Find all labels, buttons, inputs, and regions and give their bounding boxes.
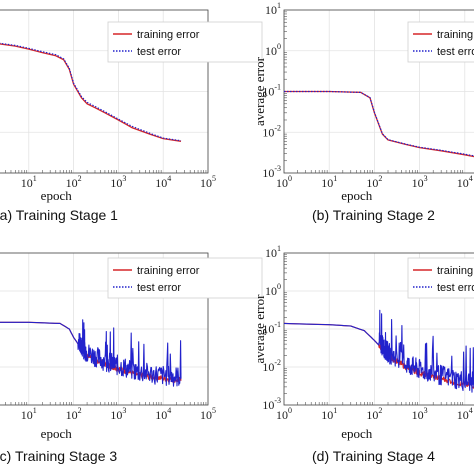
- legend-label-test-error: test error: [437, 46, 474, 58]
- y-tick-label: 10-3: [262, 396, 281, 412]
- legend-label-training-error: training error: [137, 265, 200, 277]
- chart-panel-3: 100101102103104105epochtraining errortes…: [0, 252, 263, 464]
- legend: training error test error: [407, 257, 474, 299]
- x-axis-label: epoch: [41, 188, 73, 203]
- legend-box: [407, 21, 474, 63]
- x-axis-label: epoch: [341, 188, 373, 203]
- legend-label-test-error: test error: [137, 282, 181, 294]
- legend: training error test error: [107, 21, 263, 63]
- x-axis-label: epoch: [341, 426, 373, 441]
- y-tick-label: 100: [265, 282, 281, 298]
- chart-panel-4: 100 101 102 103 104 10-3 10-2 10-1 100 101 epoch av…: [252, 244, 474, 464]
- series-group: [0, 319, 182, 387]
- series-group: [0, 42, 182, 142]
- plot-frame: [283, 252, 474, 406]
- x-tick-label: 104: [457, 174, 473, 190]
- series-line-test-error: [284, 90, 474, 157]
- x-tick-label: 104: [155, 174, 171, 190]
- panel-caption: (a) Training Stage 1: [0, 207, 118, 223]
- series-line-test-error: [0, 42, 182, 142]
- x-tick-label: 101: [321, 406, 337, 422]
- series-line-test-error: [0, 319, 182, 387]
- legend-box: [407, 257, 474, 299]
- y-axis-label: average error: [252, 294, 267, 364]
- panel-caption: (d) Training Stage 4: [312, 448, 435, 464]
- legend-label-training-error: training error: [437, 29, 474, 41]
- y-tick-label: 10-2: [262, 123, 281, 139]
- series-line-test-error: [284, 309, 474, 393]
- plot-frame: [0, 9, 209, 174]
- y-tick-label: 10-1: [262, 320, 281, 336]
- x-tick-label: 103: [412, 406, 428, 422]
- x-tick-label: 105: [200, 406, 216, 422]
- y-tick-label: 101: [265, 1, 281, 17]
- x-tick-label: 100: [276, 406, 292, 422]
- x-tick-label: 101: [21, 406, 37, 422]
- legend: training error test error: [407, 21, 474, 63]
- legend-label-training-error: training error: [137, 29, 200, 41]
- series-line-training-error: [284, 90, 474, 158]
- x-tick-label: 105: [200, 174, 216, 190]
- x-tick-label: 103: [412, 174, 428, 190]
- x-tick-label: 102: [66, 174, 82, 190]
- x-tick-label: 103: [110, 406, 126, 422]
- y-tick-label: 10-1: [262, 83, 281, 99]
- x-tick-label: 101: [21, 174, 37, 190]
- y-tick-label: 100: [265, 42, 281, 58]
- y-tick-label: 10-2: [262, 358, 281, 374]
- x-tick-label: 102: [366, 406, 382, 422]
- legend-label-training-error: training error: [437, 265, 474, 277]
- legend: training error test error: [107, 257, 263, 299]
- y-axis-label: average error: [252, 56, 267, 126]
- legend-label-test-error: test error: [437, 282, 474, 294]
- x-tick-label: 102: [66, 406, 82, 422]
- legend-box: [107, 21, 263, 63]
- x-tick-label: 101: [321, 174, 337, 190]
- legend-box: [107, 257, 263, 299]
- x-tick-label: 100: [276, 174, 292, 190]
- x-tick-label: 103: [110, 174, 126, 190]
- panel-caption: (b) Training Stage 2: [312, 207, 435, 223]
- chart-panel-1: 100101102103104105epochtraining errortes…: [0, 9, 263, 223]
- x-tick-label: 104: [155, 406, 171, 422]
- x-axis-label: epoch: [41, 426, 73, 441]
- y-tick-label: 101: [265, 244, 281, 260]
- x-tick-label: 104: [457, 406, 473, 422]
- panel-caption: (c) Training Stage 3: [0, 448, 117, 464]
- series-group: [284, 309, 474, 393]
- x-tick-label: 102: [366, 174, 382, 190]
- series-group: [284, 90, 474, 158]
- plot-frame: [0, 252, 209, 406]
- chart-panel-2: 100 101 102 103 104 10-3 10-2 10-1 100 101 epoch av…: [252, 1, 474, 223]
- y-tick-label: 10-3: [262, 164, 281, 180]
- legend-label-test-error: test error: [137, 46, 181, 58]
